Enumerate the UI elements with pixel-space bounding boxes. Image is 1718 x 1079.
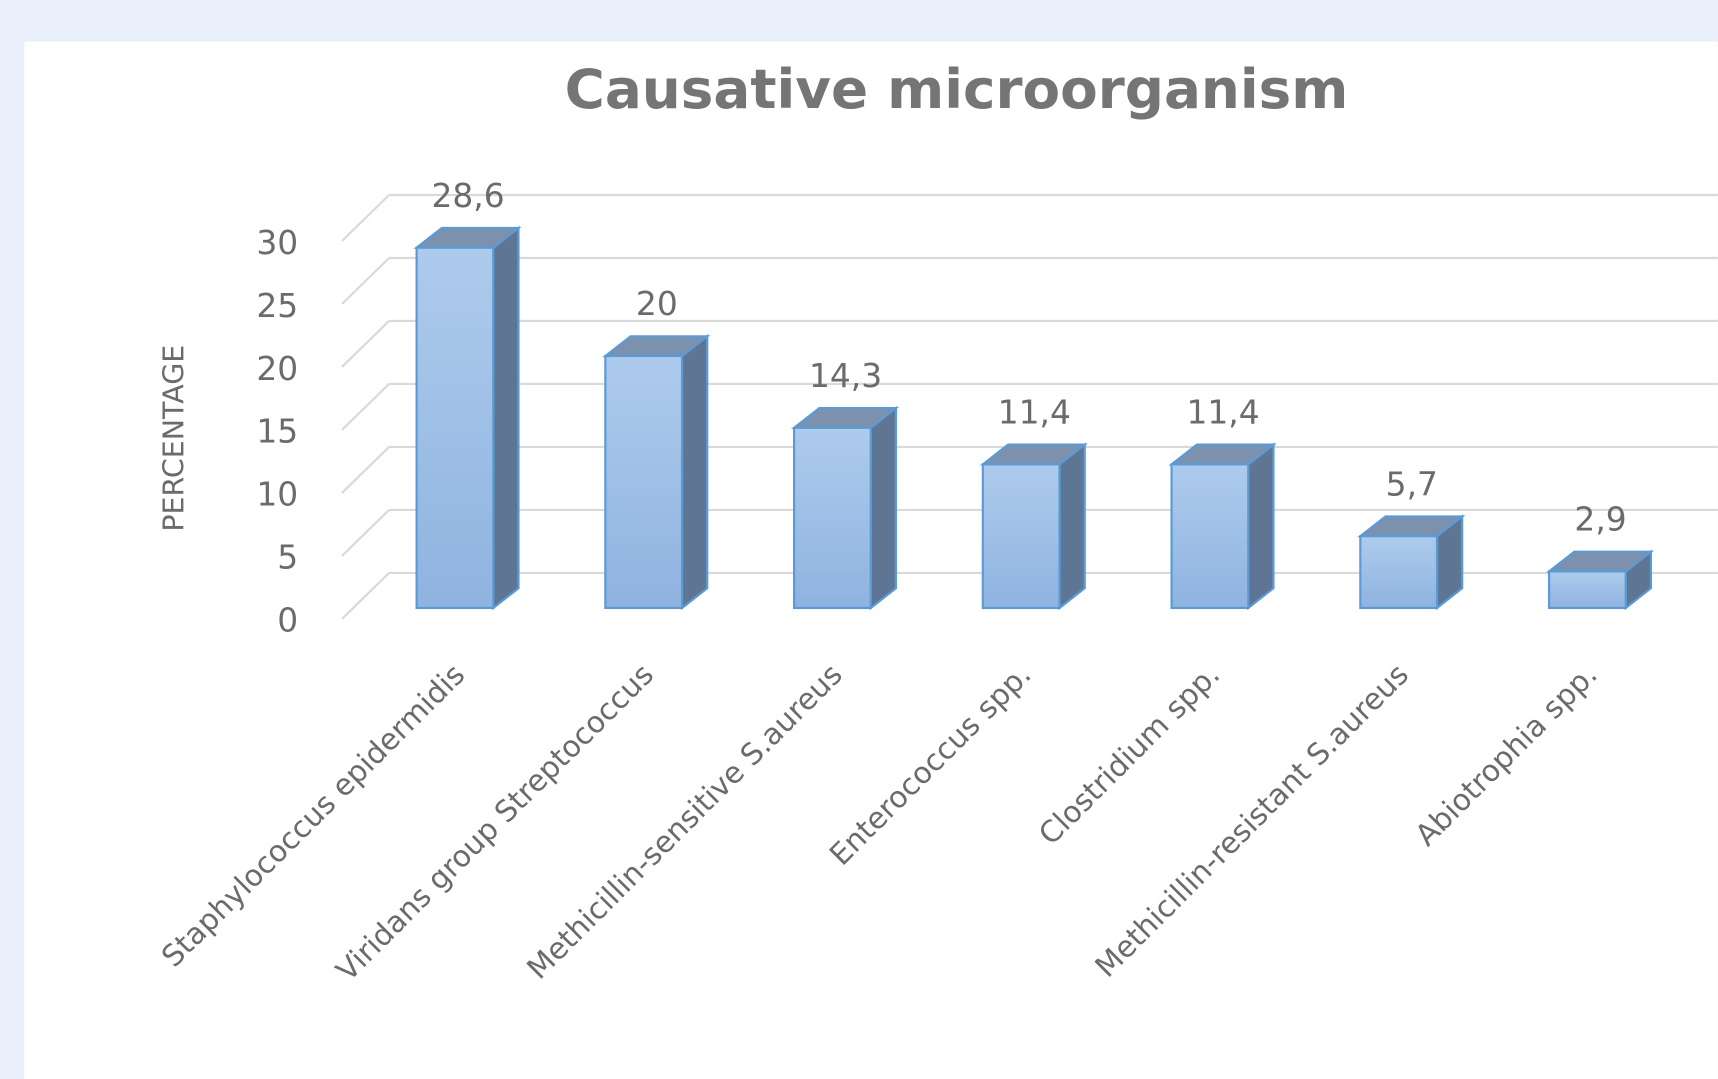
bar bbox=[1170, 463, 1250, 610]
grid-line-side bbox=[341, 572, 390, 620]
data-label: 28,6 bbox=[432, 176, 505, 215]
y-tick-label: 30 bbox=[256, 223, 298, 262]
bar-side bbox=[1247, 442, 1275, 611]
bar-side bbox=[492, 225, 520, 611]
y-tick-label: 5 bbox=[277, 538, 298, 577]
chart-title: Causative microorganism bbox=[565, 57, 1349, 121]
data-label: 5,7 bbox=[1386, 464, 1438, 503]
y-tick-label: 15 bbox=[256, 412, 298, 451]
y-tick-label: 25 bbox=[256, 286, 298, 325]
bar bbox=[793, 426, 872, 610]
grid-line-side bbox=[341, 194, 390, 242]
grid-line-side bbox=[341, 446, 390, 494]
bar bbox=[1359, 535, 1439, 610]
data-label: 20 bbox=[636, 284, 678, 323]
bar-side bbox=[1058, 442, 1086, 611]
data-label: 2,9 bbox=[1574, 500, 1626, 539]
y-tick-label: 10 bbox=[256, 475, 298, 514]
bar-side bbox=[869, 405, 898, 611]
grid-line-side bbox=[341, 320, 390, 368]
bar bbox=[415, 246, 495, 610]
bar bbox=[604, 354, 684, 610]
grid-line-side bbox=[341, 383, 390, 431]
y-tick-label: 0 bbox=[277, 601, 298, 640]
bar-side bbox=[680, 334, 709, 611]
bar bbox=[981, 463, 1061, 610]
y-axis-label: PERCENTAGE bbox=[157, 345, 190, 532]
y-tick-label: 20 bbox=[256, 349, 298, 388]
data-label: 11,4 bbox=[1186, 392, 1259, 431]
data-label: 14,3 bbox=[809, 356, 882, 395]
grid-line-side bbox=[341, 257, 390, 305]
data-label: 11,4 bbox=[998, 392, 1071, 431]
bar bbox=[1547, 570, 1627, 610]
grid-line-side bbox=[341, 509, 390, 557]
